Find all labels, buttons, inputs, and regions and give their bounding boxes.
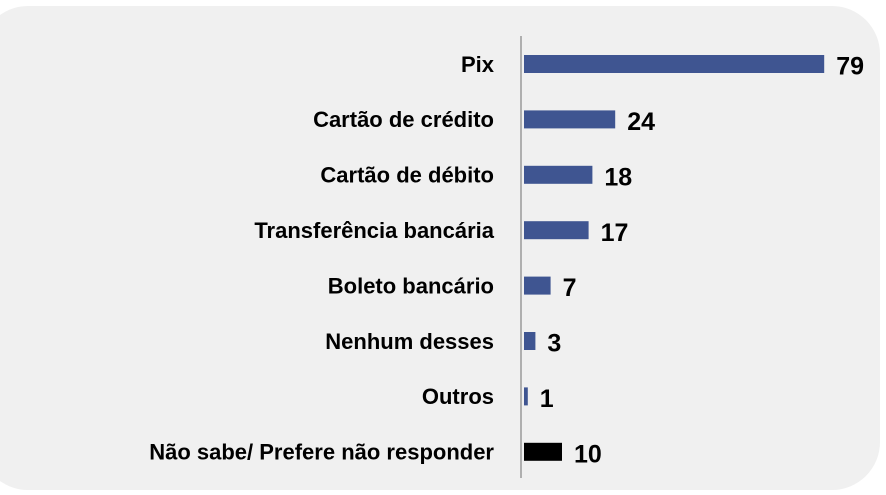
value-label: 17 xyxy=(601,219,629,247)
category-label: Cartão de débito xyxy=(320,163,494,188)
category-label: Pix xyxy=(461,52,495,77)
value-label: 24 xyxy=(627,108,655,136)
category-label: Outros xyxy=(422,384,494,409)
bar xyxy=(524,442,562,461)
value-label: 3 xyxy=(547,330,561,358)
category-label: Não sabe/ Prefere não responder xyxy=(149,440,494,465)
value-label: 7 xyxy=(563,274,577,302)
bar xyxy=(524,221,589,240)
value-label: 10 xyxy=(574,440,602,468)
category-label: Boleto bancário xyxy=(328,273,494,298)
bar xyxy=(524,276,551,295)
value-label: 79 xyxy=(836,53,864,81)
bar xyxy=(524,332,536,350)
panel xyxy=(0,6,880,490)
category-label: Transferência bancária xyxy=(254,218,494,243)
value-label: 18 xyxy=(604,163,632,191)
bar xyxy=(524,110,616,129)
category-label: Cartão de crédito xyxy=(313,107,494,132)
category-label: Nenhum desses xyxy=(325,329,494,354)
bar xyxy=(524,165,593,184)
bar xyxy=(524,55,825,73)
bar xyxy=(524,387,528,406)
value-label: 1 xyxy=(540,385,554,413)
